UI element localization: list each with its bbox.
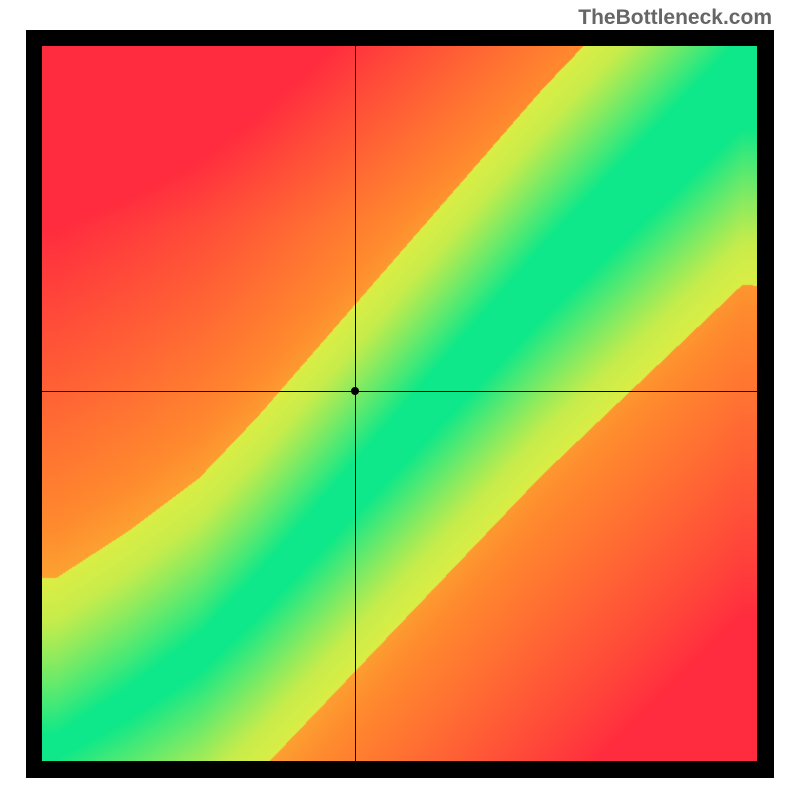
crosshair-vertical (355, 46, 356, 761)
chart-frame (26, 30, 774, 778)
crosshair-horizontal (42, 391, 757, 392)
marker-dot (351, 387, 359, 395)
heatmap-canvas (42, 46, 757, 761)
chart-container: TheBottleneck.com (0, 0, 800, 800)
watermark-text: TheBottleneck.com (578, 6, 772, 30)
